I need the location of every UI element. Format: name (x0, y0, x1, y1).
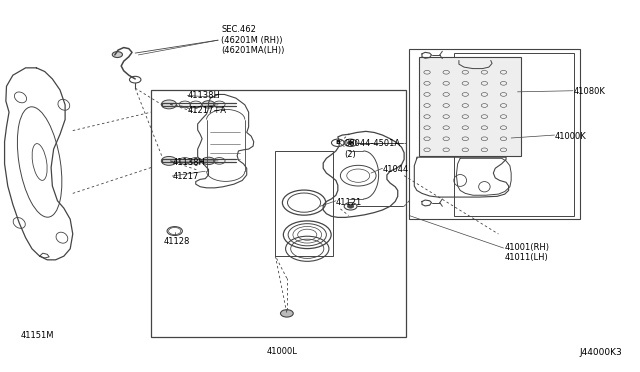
Text: 41080K: 41080K (573, 87, 605, 96)
Text: 41138H: 41138H (188, 91, 220, 100)
Circle shape (161, 100, 177, 109)
Bar (454, 53, 573, 215)
Circle shape (161, 157, 177, 165)
Text: 41121: 41121 (336, 198, 362, 207)
Circle shape (202, 101, 215, 108)
Text: J44000K3: J44000K3 (580, 347, 623, 357)
Circle shape (202, 157, 215, 164)
Text: 41000K: 41000K (554, 132, 586, 141)
Bar (151, 90, 406, 337)
Text: 41128: 41128 (164, 237, 190, 246)
Text: 41217+A: 41217+A (188, 106, 227, 115)
Text: 41044: 41044 (383, 165, 409, 174)
Circle shape (280, 310, 293, 317)
Text: SEC.462
(46201M (RH))
(46201MA(LH)): SEC.462 (46201M (RH)) (46201MA(LH)) (221, 25, 285, 55)
Text: 41001(RH)
41011(LH): 41001(RH) 41011(LH) (505, 243, 550, 262)
Bar (419, 57, 521, 157)
Circle shape (348, 141, 354, 145)
Text: 08044-4501A
(2): 08044-4501A (2) (344, 140, 401, 159)
Text: 41000L: 41000L (266, 347, 297, 356)
Text: 41151M: 41151M (20, 331, 54, 340)
Text: 41217: 41217 (172, 172, 198, 181)
Text: B: B (335, 140, 340, 145)
Circle shape (348, 205, 354, 208)
Bar (409, 49, 580, 219)
Circle shape (112, 52, 122, 58)
Bar (275, 151, 333, 256)
Text: 41138H: 41138H (172, 157, 205, 167)
